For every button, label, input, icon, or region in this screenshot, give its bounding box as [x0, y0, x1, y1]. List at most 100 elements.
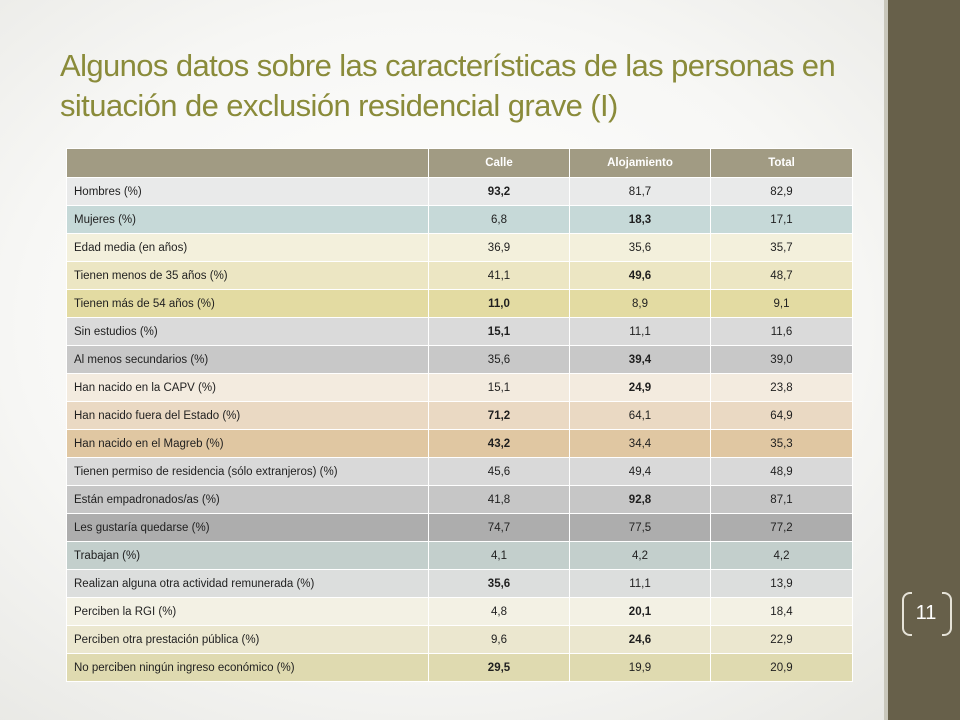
table-row: Están empadronados/as (%) 41,8 92,8 87,1	[66, 485, 853, 514]
row-label: Hombres (%)	[66, 177, 429, 206]
table-row: Perciben otra prestación pública (%) 9,6 2…	[66, 625, 853, 654]
table-row: Tienen menos de 35 años (%) 41,1 49,6 48,7	[66, 261, 853, 290]
slide-title: Algunos datos sobre las características …	[60, 48, 836, 123]
row-label: Trabajan (%)	[66, 541, 429, 570]
table-header-row: Calle Alojamiento Total	[66, 148, 853, 178]
row-label: Al menos secundarios (%)	[66, 345, 429, 374]
cell-calle: 35,6	[428, 345, 570, 374]
row-label: Perciben la RGI (%)	[66, 597, 429, 626]
page-bracket-right	[942, 592, 952, 636]
cell-total: 39,0	[710, 345, 853, 374]
header-empty	[66, 148, 429, 178]
row-label: No perciben ningún ingreso económico (%)	[66, 653, 429, 682]
cell-alojamiento: 49,4	[569, 457, 711, 486]
sidebar-edge	[884, 0, 888, 720]
table-row: No perciben ningún ingreso económico (%)…	[66, 653, 853, 682]
cell-calle: 6,8	[428, 205, 570, 234]
sidebar	[888, 0, 960, 720]
cell-alojamiento: 24,9	[569, 373, 711, 402]
row-label: Tienen permiso de residencia (sólo extra…	[66, 457, 429, 486]
table-row: Al menos secundarios (%) 35,6 39,4 39,0	[66, 345, 853, 374]
header-total: Total	[710, 148, 853, 178]
cell-total: 35,3	[710, 429, 853, 458]
cell-total: 11,6	[710, 317, 853, 346]
cell-total: 82,9	[710, 177, 853, 206]
table-row: Tienen permiso de residencia (sólo extra…	[66, 457, 853, 486]
cell-alojamiento: 24,6	[569, 625, 711, 654]
cell-total: 77,2	[710, 513, 853, 542]
table-row: Perciben la RGI (%) 4,8 20,1 18,4	[66, 597, 853, 626]
data-table: Calle Alojamiento Total Hombres (%) 93,2 8…	[66, 148, 853, 682]
cell-alojamiento: 81,7	[569, 177, 711, 206]
cell-calle: 43,2	[428, 429, 570, 458]
cell-alojamiento: 19,9	[569, 653, 711, 682]
cell-calle: 15,1	[428, 317, 570, 346]
cell-alojamiento: 18,3	[569, 205, 711, 234]
cell-calle: 41,1	[428, 261, 570, 290]
cell-total: 35,7	[710, 233, 853, 262]
table-row: Han nacido fuera del Estado (%) 71,2 64,1 6…	[66, 401, 853, 430]
cell-total: 17,1	[710, 205, 853, 234]
cell-calle: 35,6	[428, 569, 570, 598]
row-label: Están empadronados/as (%)	[66, 485, 429, 514]
cell-total: 48,9	[710, 457, 853, 486]
table-row: Han nacido en la CAPV (%) 15,1 24,9 23,8	[66, 373, 853, 402]
cell-calle: 45,6	[428, 457, 570, 486]
cell-alojamiento: 34,4	[569, 429, 711, 458]
cell-total: 23,8	[710, 373, 853, 402]
cell-calle: 4,1	[428, 541, 570, 570]
row-label: Tienen más de 54 años (%)	[66, 289, 429, 318]
cell-alojamiento: 11,1	[569, 317, 711, 346]
cell-calle: 29,5	[428, 653, 570, 682]
cell-total: 87,1	[710, 485, 853, 514]
data-table-container: Calle Alojamiento Total Hombres (%) 93,2 8…	[66, 148, 853, 682]
cell-total: 20,9	[710, 653, 853, 682]
cell-total: 48,7	[710, 261, 853, 290]
table-row: Mujeres (%) 6,8 18,3 17,1	[66, 205, 853, 234]
row-label: Tienen menos de 35 años (%)	[66, 261, 429, 290]
cell-alojamiento: 4,2	[569, 541, 711, 570]
cell-alojamiento: 77,5	[569, 513, 711, 542]
cell-alojamiento: 35,6	[569, 233, 711, 262]
cell-total: 13,9	[710, 569, 853, 598]
cell-calle: 36,9	[428, 233, 570, 262]
cell-total: 18,4	[710, 597, 853, 626]
cell-alojamiento: 64,1	[569, 401, 711, 430]
page-number: 11	[915, 602, 937, 624]
slide: Algunos datos sobre las características …	[60, 48, 853, 682]
row-label: Edad media (en años)	[66, 233, 429, 262]
table-row: Les gustaría quedarse (%) 74,7 77,5 77,2	[66, 513, 853, 542]
row-label: Mujeres (%)	[66, 205, 429, 234]
cell-total: 64,9	[710, 401, 853, 430]
table-body: Hombres (%) 93,2 81,7 82,9 Mujeres (%) 6,8 18,…	[66, 177, 853, 682]
row-label: Les gustaría quedarse (%)	[66, 513, 429, 542]
row-label: Han nacido fuera del Estado (%)	[66, 401, 429, 430]
row-label: Han nacido en la CAPV (%)	[66, 373, 429, 402]
cell-alojamiento: 92,8	[569, 485, 711, 514]
row-label: Han nacido en el Magreb (%)	[66, 429, 429, 458]
cell-calle: 74,7	[428, 513, 570, 542]
table-row: Hombres (%) 93,2 81,7 82,9	[66, 177, 853, 206]
row-label: Sin estudios (%)	[66, 317, 429, 346]
table-row: Han nacido en el Magreb (%) 43,2 34,4 35,3	[66, 429, 853, 458]
cell-calle: 15,1	[428, 373, 570, 402]
cell-total: 4,2	[710, 541, 853, 570]
table-row: Sin estudios (%) 15,1 11,1 11,6	[66, 317, 853, 346]
cell-calle: 41,8	[428, 485, 570, 514]
cell-total: 9,1	[710, 289, 853, 318]
cell-calle: 93,2	[428, 177, 570, 206]
table-row: Realizan alguna otra actividad remunerad…	[66, 569, 853, 598]
cell-total: 22,9	[710, 625, 853, 654]
cell-calle: 71,2	[428, 401, 570, 430]
page-bracket-left	[902, 592, 912, 636]
cell-alojamiento: 20,1	[569, 597, 711, 626]
table-row: Edad media (en años) 36,9 35,6 35,7	[66, 233, 853, 262]
table-row: Trabajan (%) 4,1 4,2 4,2	[66, 541, 853, 570]
cell-calle: 9,6	[428, 625, 570, 654]
table-row: Tienen más de 54 años (%) 11,0 8,9 9,1	[66, 289, 853, 318]
header-calle: Calle	[428, 148, 570, 178]
cell-alojamiento: 39,4	[569, 345, 711, 374]
cell-alojamiento: 49,6	[569, 261, 711, 290]
cell-alojamiento: 8,9	[569, 289, 711, 318]
row-label: Realizan alguna otra actividad remunerad…	[66, 569, 429, 598]
